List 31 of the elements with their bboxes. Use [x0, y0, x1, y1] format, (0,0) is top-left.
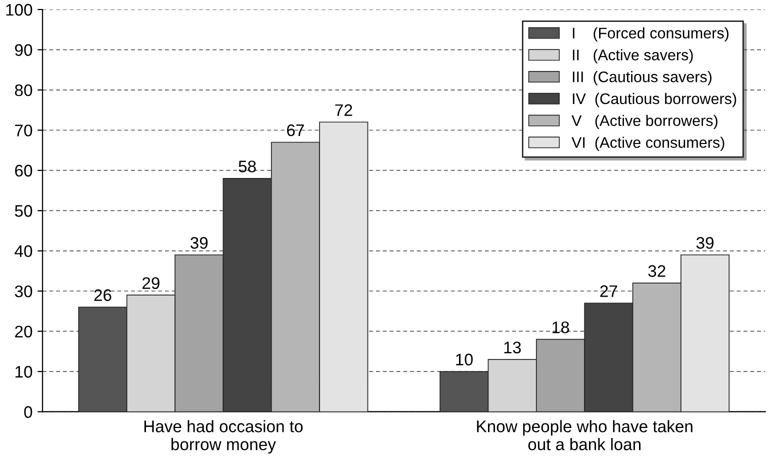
- y-tick-label: 100: [6, 4, 32, 16]
- y-tick-label: 80: [14, 84, 32, 96]
- legend-label: I (Forced consumers): [572, 27, 728, 42]
- y-tick-label: 40: [14, 245, 32, 258]
- data-label: 29: [142, 277, 160, 290]
- data-label: 72: [335, 104, 352, 116]
- y-tick-label: 0: [24, 406, 32, 418]
- data-label: 32: [648, 265, 666, 277]
- legend-label: III (Cautious savers): [572, 71, 712, 86]
- data-label: 39: [696, 237, 714, 249]
- data-label: 58: [238, 160, 256, 172]
- data-label: 27: [600, 285, 618, 297]
- legend-label: V (Active borrowers): [572, 114, 718, 130]
- legend-label: IV (Cautious borrowers): [572, 92, 736, 108]
- x-tick-label: Have had occasion to borrow money: [144, 420, 303, 454]
- data-label: 18: [552, 321, 570, 334]
- y-tick-label: 10: [16, 366, 32, 378]
- y-tick-label: 90: [15, 44, 32, 56]
- legend-label: II (Active savers): [572, 49, 693, 64]
- legend-label: VI (Active consumers): [572, 136, 724, 151]
- data-label: 39: [190, 237, 208, 249]
- data-label: 67: [287, 124, 304, 136]
- data-label: 13: [504, 342, 521, 354]
- y-tick-label: 60: [15, 164, 32, 177]
- x-tick-label: Know people who have taken out a bank loan: [477, 420, 692, 450]
- y-tick-label: 20: [15, 326, 32, 338]
- data-label: 26: [94, 289, 112, 302]
- y-tick-label: 30: [14, 285, 32, 298]
- y-tick-label: 70: [15, 124, 32, 136]
- data-label: 10: [456, 354, 473, 366]
- y-tick-label: 50: [14, 205, 32, 217]
